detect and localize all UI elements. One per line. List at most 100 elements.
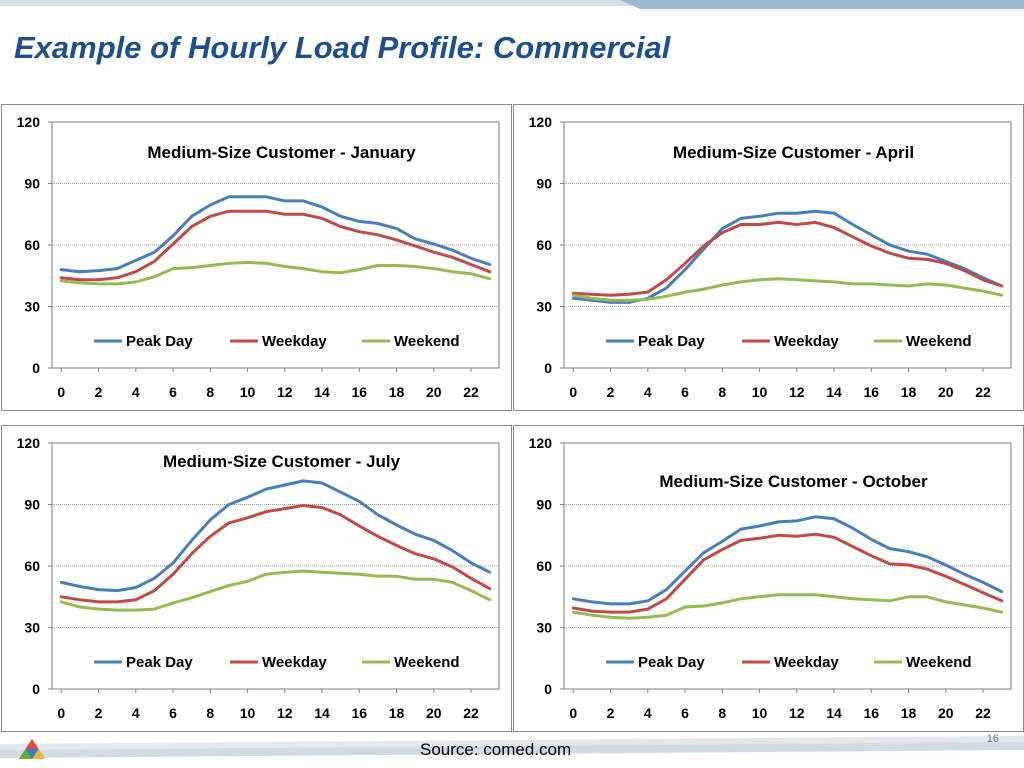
x-tick-label: 20 — [426, 384, 442, 400]
x-tick-label: 6 — [169, 705, 177, 721]
y-tick-label: 0 — [32, 681, 40, 697]
x-tick-label: 18 — [901, 384, 917, 400]
x-tick-label: 2 — [607, 705, 615, 721]
x-tick-label: 12 — [789, 705, 805, 721]
legend-label-weekend: Weekend — [394, 333, 460, 350]
y-tick-label: 120 — [529, 114, 553, 130]
chart-title: Medium-Size Customer - April — [673, 143, 914, 162]
legend-label-weekday: Weekday — [262, 333, 327, 350]
y-tick-label: 60 — [24, 558, 40, 574]
chart-april: 0 30 60 90 120 0 2 4 6 8 10 12 14 16 18 20 22 Medium-Size… — [529, 114, 1012, 400]
x-tick-label: 12 — [277, 384, 293, 400]
x-tick-label: 6 — [681, 384, 689, 400]
x-tick-label: 4 — [644, 384, 652, 400]
company-logo-icon — [19, 739, 45, 759]
x-tick-label: 8 — [206, 705, 214, 721]
legend-label-weekend: Weekend — [906, 333, 972, 350]
x-tick-label: 8 — [206, 384, 214, 400]
x-tick-label: 10 — [240, 705, 256, 721]
series-line-weekday — [571, 532, 1004, 614]
legend-label-peak-day: Peak Day — [126, 654, 193, 671]
x-tick-label: 16 — [352, 384, 368, 400]
x-tick-label: 12 — [277, 705, 293, 721]
x-tick-label: 20 — [426, 705, 442, 721]
x-tick-label: 6 — [681, 705, 689, 721]
chart-july: 0 30 60 90 120 0 2 4 6 8 10 12 14 16 18 20 22 Medium-Size… — [17, 435, 500, 721]
y-tick-label: 90 — [24, 497, 40, 513]
y-tick-label: 90 — [536, 176, 552, 192]
footer-decorative-band — [0, 734, 1024, 768]
y-tick-label: 0 — [544, 360, 552, 376]
y-tick-label: 120 — [17, 114, 41, 130]
x-tick-label: 10 — [240, 384, 256, 400]
x-tick-label: 4 — [644, 705, 652, 721]
x-tick-label: 10 — [752, 384, 768, 400]
series-line-weekend — [571, 277, 1004, 302]
source-credit: Source: comed.com — [420, 740, 572, 759]
series-line-weekend — [59, 260, 492, 286]
y-tick-label: 30 — [536, 620, 552, 636]
legend-label-weekday: Weekday — [774, 654, 839, 671]
x-tick-label: 4 — [132, 705, 140, 721]
x-tick-label: 18 — [389, 384, 405, 400]
x-tick-label: 8 — [718, 705, 726, 721]
x-tick-label: 2 — [95, 705, 103, 721]
x-tick-label: 8 — [718, 384, 726, 400]
legend-label-peak-day: Peak Day — [638, 333, 705, 350]
series-line-peak-day — [59, 195, 492, 274]
x-tick-label: 22 — [975, 384, 991, 400]
series-line-peak-day — [571, 515, 1004, 606]
slide-title: Example of Hourly Load Profile: Commerci… — [14, 30, 671, 65]
y-tick-label: 120 — [17, 435, 41, 451]
chart-title: Medium-Size Customer - October — [659, 472, 928, 491]
x-tick-label: 12 — [789, 384, 805, 400]
x-tick-label: 20 — [938, 705, 954, 721]
x-tick-label: 0 — [57, 705, 65, 721]
legend-label-weekend: Weekend — [906, 654, 972, 671]
x-tick-label: 10 — [752, 705, 768, 721]
x-tick-label: 2 — [607, 384, 615, 400]
y-tick-label: 90 — [24, 176, 40, 192]
x-tick-label: 16 — [864, 705, 880, 721]
x-tick-label: 16 — [352, 705, 368, 721]
legend-label-weekday: Weekday — [774, 333, 839, 350]
x-tick-label: 18 — [901, 705, 917, 721]
page-number: 16 — [986, 733, 999, 745]
chart-january: 0 30 60 90 120 0 2 4 6 8 10 12 14 16 18 20 22 Medium-Size… — [17, 114, 500, 400]
legend-label-weekend: Weekend — [394, 654, 460, 671]
legend-label-peak-day: Peak Day — [638, 654, 705, 671]
legend-label-peak-day: Peak Day — [126, 333, 193, 350]
y-tick-label: 30 — [24, 620, 40, 636]
plot-area — [51, 442, 500, 690]
y-tick-label: 120 — [529, 435, 553, 451]
y-tick-label: 60 — [24, 237, 40, 253]
series-line-weekday — [59, 209, 492, 282]
y-tick-label: 30 — [24, 299, 40, 315]
x-tick-label: 16 — [864, 384, 880, 400]
x-tick-label: 0 — [569, 705, 577, 721]
x-tick-label: 18 — [389, 705, 405, 721]
y-tick-label: 60 — [536, 558, 552, 574]
y-tick-label: 0 — [544, 681, 552, 697]
y-tick-label: 90 — [536, 497, 552, 513]
x-tick-label: 14 — [314, 384, 330, 400]
x-tick-label: 0 — [57, 384, 65, 400]
x-tick-label: 6 — [169, 384, 177, 400]
y-tick-label: 30 — [536, 299, 552, 315]
y-tick-label: 60 — [536, 237, 552, 253]
chart-panel-january: 0 30 60 90 120 0 2 4 6 8 10 12 14 16 18 20 22 Medium-Size… — [1, 104, 512, 411]
x-tick-label: 22 — [463, 705, 479, 721]
x-tick-label: 20 — [938, 384, 954, 400]
chart-panel-july: 0 30 60 90 120 0 2 4 6 8 10 12 14 16 18 20 22 Medium-Size… — [1, 425, 512, 732]
series-line-weekend — [59, 569, 492, 612]
x-tick-label: 14 — [826, 705, 842, 721]
series-line-weekday — [59, 504, 492, 604]
chart-panel-october: 0 30 60 90 120 0 2 4 6 8 10 12 14 16 18 20 22 Medium-Size… — [513, 425, 1024, 732]
top-decorative-band — [0, 0, 1024, 9]
legend-label-weekday: Weekday — [262, 654, 327, 671]
x-tick-label: 14 — [826, 384, 842, 400]
x-tick-label: 4 — [132, 384, 140, 400]
y-tick-label: 0 — [32, 360, 40, 376]
series-line-weekday — [571, 220, 1004, 297]
x-tick-label: 14 — [314, 705, 330, 721]
